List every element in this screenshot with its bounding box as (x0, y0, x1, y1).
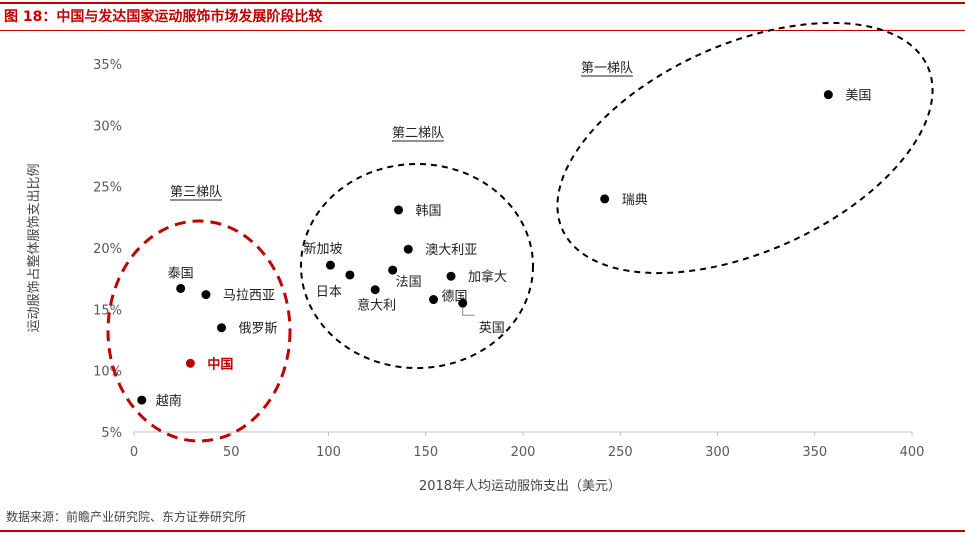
point-label: 日本 (316, 285, 342, 300)
x-axis-label: 2018年人均运动服饰支出（美元） (419, 479, 621, 494)
point-label: 英国 (479, 321, 505, 336)
x-tick-label: 350 (802, 445, 827, 460)
x-tick-label: 0 (130, 445, 138, 460)
data-point (217, 323, 227, 333)
y-tick-label: 15% (93, 303, 122, 318)
bottom-rule (0, 530, 965, 532)
point-label: 俄罗斯 (239, 322, 278, 337)
x-tick-label: 50 (223, 445, 240, 460)
axes: 0 50 100 150 200 250 300 350 400 5% 10% 15% 20% 25% 30… (93, 58, 924, 460)
x-tick-label: 300 (705, 445, 730, 460)
data-point (388, 265, 398, 275)
tier-label: 第一梯队 (581, 61, 633, 76)
x-tick-label: 200 (511, 445, 536, 460)
tier-label: 第三梯队 (170, 185, 222, 200)
x-tick-label: 250 (608, 445, 633, 460)
data-point (446, 271, 456, 281)
y-tick-label: 30% (93, 119, 122, 134)
point-label: 澳大利亚 (425, 242, 477, 258)
data-point (201, 290, 211, 300)
data-point (429, 295, 439, 305)
title-rule (0, 30, 965, 31)
y-tick-label: 35% (93, 58, 122, 73)
y-axis-label: 运动服饰占整体服饰支出比例 (27, 163, 42, 332)
scatter-chart: 0 50 100 150 200 250 300 350 400 5% 10% 15% 20% 25% 30… (27, 21, 934, 494)
data-point (325, 260, 335, 270)
y-tick-label: 25% (93, 181, 122, 196)
x-tick-label: 150 (413, 445, 438, 460)
data-point (137, 395, 147, 405)
point-label: 中国 (207, 356, 233, 372)
data-point (185, 358, 195, 368)
x-tick-label: 400 (900, 445, 925, 460)
point-label: 意大利 (357, 298, 396, 314)
data-point (600, 194, 610, 204)
chart-title: 图 18：中国与发达国家运动服饰市场发展阶段比较 (4, 9, 323, 25)
point-label: 美国 (845, 89, 871, 104)
data-point (345, 270, 355, 280)
tier-ellipse (106, 219, 292, 443)
data-point (394, 205, 404, 215)
tier-ellipse (300, 163, 534, 369)
data-point (403, 244, 413, 254)
point-label: 泰国 (168, 266, 194, 281)
tier-ellipse (556, 21, 934, 275)
point-label: 加拿大 (468, 269, 507, 285)
point-label: 韩国 (416, 204, 442, 219)
data-point (823, 90, 833, 100)
data-point (176, 283, 186, 293)
top-rule (0, 2, 965, 4)
y-tick-label: 5% (101, 426, 122, 441)
leader-line (462, 307, 475, 316)
point-label: 瑞典 (622, 193, 648, 208)
point-label: 马拉西亚 (223, 289, 275, 304)
source-note: 数据来源：前瞻产业研究院、东方证券研究所 (6, 510, 247, 524)
point-label: 法国 (396, 275, 422, 290)
data-point (458, 298, 468, 308)
y-tick-label: 10% (93, 365, 122, 380)
point-label: 新加坡 (303, 241, 342, 257)
y-tick-label: 20% (93, 242, 122, 257)
data-point (370, 285, 380, 295)
tier-label: 第二梯队 (392, 126, 444, 141)
x-tick-label: 100 (316, 445, 341, 460)
point-label: 越南 (156, 393, 182, 409)
